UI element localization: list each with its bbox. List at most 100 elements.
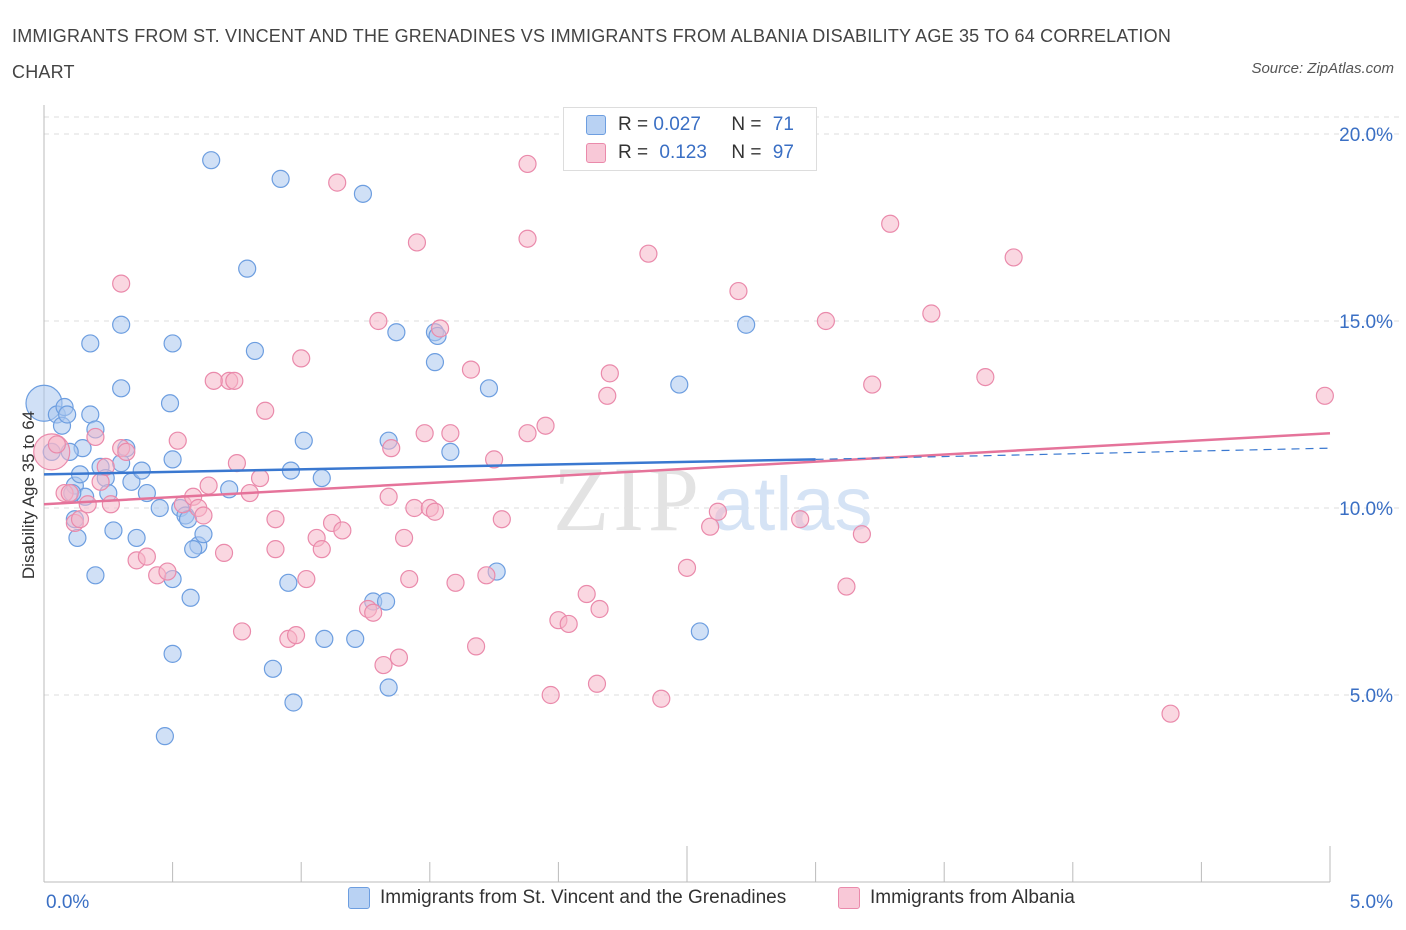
albania-point [587,674,607,693]
tick-labels: 5.0% 10.0% 15.0% 20.0% 0.0% 5.0% [46,125,1393,913]
st-vincent-point [112,315,131,334]
albania-point [922,304,941,323]
albania-point [425,502,445,521]
albania-point [158,562,177,581]
legend-row-blue: R = 0.027 N = 71 [586,111,794,139]
albania-point [441,424,460,443]
albania-point [250,468,270,488]
st-vincent-point [163,644,182,663]
st-vincent-point [238,259,257,278]
st-vincent-point [387,323,406,342]
albania-point [863,375,882,394]
r-label: R = [618,114,649,135]
legend-item-st-vincent: Immigrants from St. Vincent and the Gren… [348,887,786,909]
st-vincent-point [670,375,689,394]
source-note: Source: ZipAtlas.com [1251,60,1394,77]
albania-point [292,349,311,368]
st-vincent-point [441,442,460,461]
albania-point [837,577,856,596]
albania-point [101,495,120,514]
albania-point [577,584,596,604]
st-vincent-trend-extension [815,447,1331,460]
albania-point [415,424,434,443]
axes [43,105,1331,883]
albania-point [199,476,218,495]
y-tick-label: 20.0% [1339,125,1393,146]
albania-point [1315,386,1334,405]
st-vincent-point [160,394,180,413]
chart-title: IMMIGRANTS FROM ST. VINCENT AND THE GREN… [12,26,1172,82]
albania-point [328,173,347,192]
st-vincent-trend-line [43,458,816,476]
albania-point [816,311,835,331]
st-vincent-point [181,588,200,607]
x-tick-label: 0.0% [46,892,89,913]
albania-trend-line [43,431,1331,506]
legend-item-albania: Immigrants from Albania [838,887,1075,909]
st-vincent-point [184,540,203,559]
albania-point [227,454,246,473]
st-vincent-point [379,678,398,697]
albania-point [461,360,481,379]
albania-point [214,543,234,562]
blue-swatch [586,115,606,135]
albania-point [60,483,79,503]
legend-label: Immigrants from Albania [870,887,1075,908]
albania-point [297,569,316,589]
y-axis-label: Disability Age 35 to 64 [19,411,38,579]
st-vincent-point [132,461,151,480]
correlation-legend: R = 0.027 N = 71 R = 0.123 N = 97 [563,107,817,171]
legend-row-pink: R = 0.123 N = 97 [586,139,794,167]
st-vincent-point [202,151,221,170]
y-tick-label: 10.0% [1339,499,1393,520]
albania-point [430,319,450,338]
st-vincent-point [376,592,396,611]
albania-point [256,401,275,420]
n-label: N = [731,142,762,163]
albania-point [312,540,331,559]
albania-point [677,558,697,577]
y-tick-label: 5.0% [1350,686,1393,707]
st-vincent-point [104,521,123,540]
albania-point [708,502,727,521]
albania-point [492,510,511,529]
albania-point [117,442,136,461]
albania-point [266,510,285,529]
albania-point [394,528,414,548]
st-vincent-point [479,379,499,398]
st-vincent-point [312,468,331,488]
n-label: N = [731,114,762,135]
albania-point [225,371,244,390]
albania-point [600,364,619,383]
st-vincent-point [279,573,298,592]
albania-point [286,626,306,645]
albania-point [382,439,401,458]
albania-point [407,233,427,252]
albania-point [590,599,609,619]
albania-point [976,368,995,387]
st-vincent-point [346,629,365,649]
st-vincent-point [163,334,182,353]
albania-point [1004,248,1023,267]
series-legend: Immigrants from St. Vincent and the Gren… [0,887,1406,917]
r-value: 0.027 [653,114,701,135]
r-value: 0.123 [659,142,707,163]
albania-point [47,435,66,454]
albania-point [333,521,352,540]
pink-swatch [586,143,606,163]
albania-point [389,648,409,667]
st-vincent-point [112,379,131,398]
st-vincent-point [68,528,87,548]
albania-point [791,510,810,529]
albania-point [374,655,393,675]
watermark-atlas: atlas [712,462,873,547]
legend-label: Immigrants from St. Vincent and the Gren… [380,887,787,908]
st-vincent-point [263,659,283,678]
watermark: ZIP atlas [553,448,873,550]
blue-swatch [348,887,370,909]
st-vincent-point [58,405,77,424]
st-vincent-point [353,184,373,203]
albania-point [112,274,131,293]
pink-swatch [838,887,860,909]
